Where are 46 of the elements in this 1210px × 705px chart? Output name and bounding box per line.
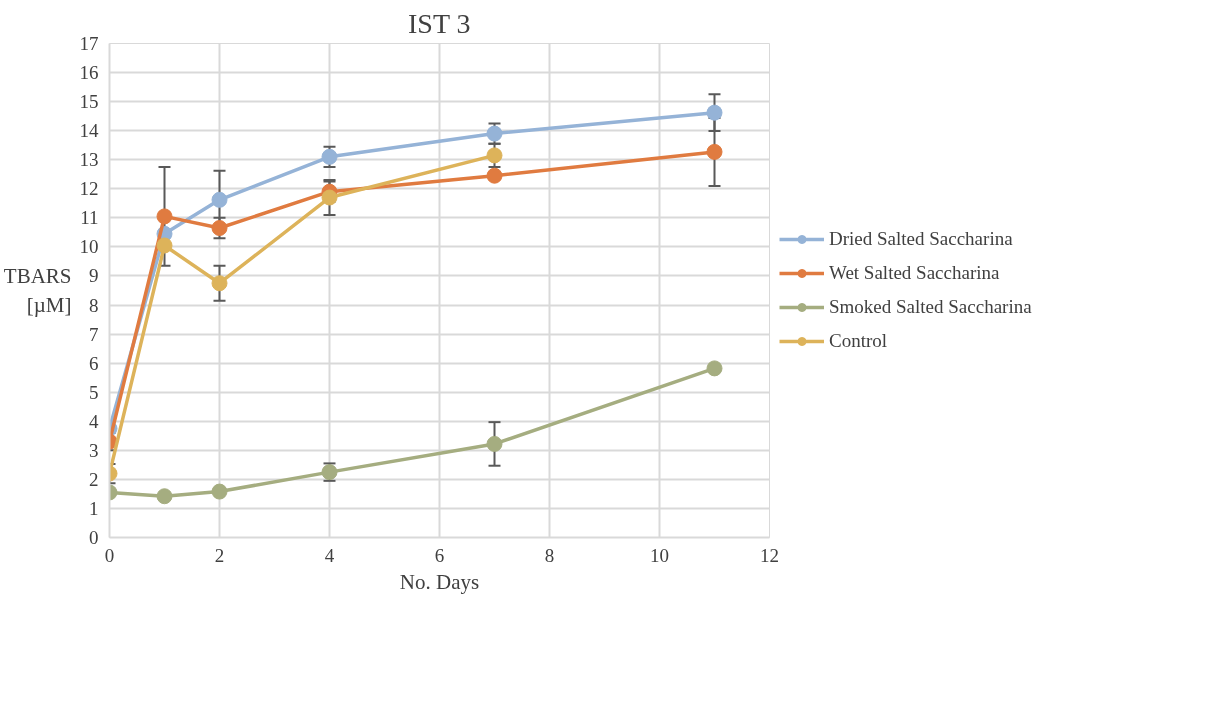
y-tick-label: 13 (79, 149, 99, 171)
x-axis-title: No. Days (399, 569, 480, 594)
point (706, 104, 723, 121)
y-tick-label: 14 (79, 120, 99, 142)
y-tick-label: 1 (89, 497, 99, 519)
y-tick-label: 11 (80, 207, 99, 229)
point (156, 208, 173, 225)
point (706, 143, 723, 160)
y-tick-label: 0 (89, 527, 99, 548)
y-tick-label: 3 (89, 439, 99, 461)
point (321, 189, 338, 206)
y-tick-label: 6 (89, 352, 99, 374)
y-tick-label: 7 (89, 323, 99, 345)
point (211, 483, 228, 500)
point (486, 435, 503, 452)
legend-label: Dried Salted Saccharina (829, 228, 1013, 250)
y-tick-label: 10 (79, 236, 99, 258)
point (156, 488, 173, 505)
point (211, 275, 228, 292)
y-tick-label: 5 (89, 381, 99, 403)
y-tick-label: 4 (89, 410, 99, 432)
x-tick-label: 10 (650, 544, 669, 566)
y-tick-label: 2 (89, 468, 99, 490)
legend-label: Control (829, 330, 888, 352)
y-tick-label: 8 (89, 294, 99, 316)
point (211, 191, 228, 208)
y-tick-label: 9 (89, 265, 99, 287)
x-tick-label: 12 (760, 544, 779, 566)
point (706, 360, 723, 377)
y-tick-label: 17 (79, 33, 99, 54)
point (156, 237, 173, 254)
legend-label: Wet Salted Saccharina (829, 262, 1000, 284)
legend-label: Smoked Salted Saccharina (829, 296, 1032, 318)
x-tick-label: 0 (104, 544, 115, 566)
x-tick-label: 8 (544, 544, 555, 566)
x-tick-label: 4 (324, 544, 335, 566)
y-axis-title: TBARS [µM] (3, 264, 72, 317)
point (486, 167, 503, 184)
y-tick-label: 15 (79, 91, 99, 113)
y-tick-label: 16 (79, 62, 99, 84)
point (211, 220, 228, 237)
x-tick-label: 2 (214, 544, 225, 566)
x-tick-label: 6 (434, 544, 445, 566)
point (486, 147, 503, 164)
chart-title: IST 3 (408, 7, 471, 39)
y-tick-label: 12 (79, 178, 99, 200)
